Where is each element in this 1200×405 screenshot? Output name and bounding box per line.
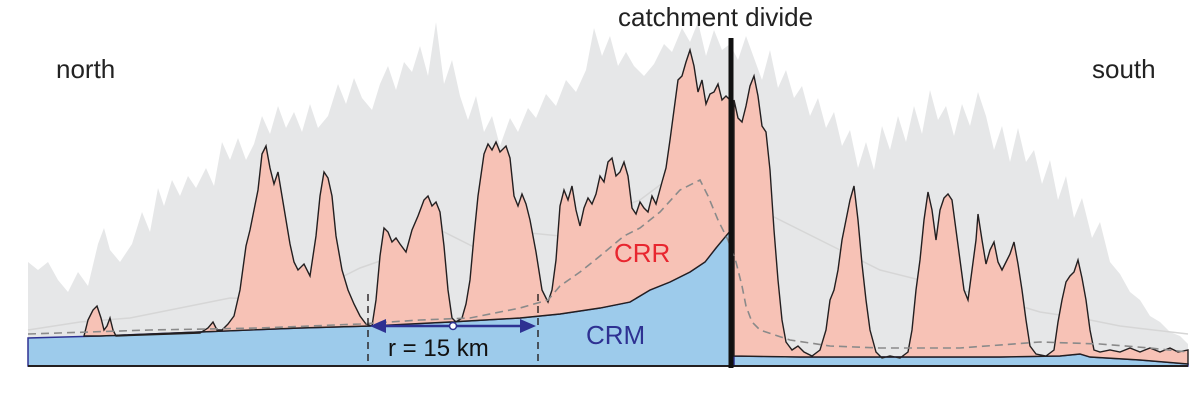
radius-arrow-head-right bbox=[520, 319, 536, 333]
crr-relief-south bbox=[733, 73, 1189, 365]
radius-arrow-head-left bbox=[370, 319, 386, 333]
crr-label: CRR bbox=[614, 238, 670, 268]
crr-relief-north bbox=[83, 47, 732, 337]
crm-label: CRM bbox=[586, 320, 645, 350]
dashed-profile-line bbox=[27, 178, 1189, 353]
south-label: south bbox=[1092, 54, 1156, 84]
north-label: north bbox=[56, 54, 115, 84]
radius-center-point bbox=[448, 321, 458, 331]
radius-label: r = 15 km bbox=[388, 335, 489, 362]
catchment-divide-label: catchment divide bbox=[618, 2, 813, 32]
